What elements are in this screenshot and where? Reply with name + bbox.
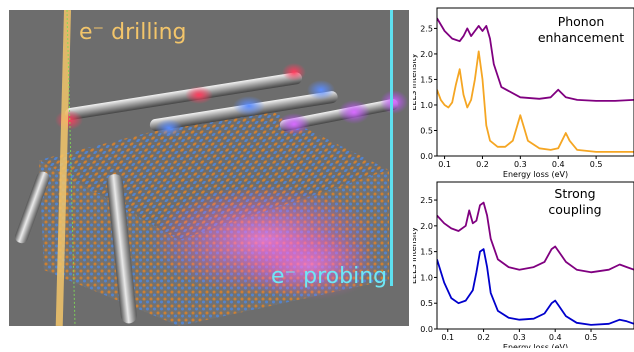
x-tick-label: 0.1 (438, 160, 451, 169)
vertical-hole-rods (15, 171, 137, 324)
y-tick-label: 1.0 (420, 273, 433, 282)
drilling-label: e⁻ drilling (79, 20, 187, 45)
crystal-front-face (39, 160, 179, 326)
x-axis-label: Energy loss (eV) (503, 170, 568, 179)
x-tick-label: 0.4 (549, 333, 562, 342)
probing-beam (390, 10, 393, 286)
x-axis-label: Energy loss (eV) (503, 343, 568, 348)
x-tick-label: 0.2 (476, 160, 489, 169)
drilling-beam (55, 10, 71, 326)
y-tick-label: 2.0 (420, 50, 433, 59)
phonon-glow-core (239, 230, 379, 300)
y-tick-label: 2.5 (420, 196, 433, 205)
strong-coupling-plot: 0.00.51.01.52.02.50.10.20.30.40.50Energy… (409, 181, 634, 352)
y-tick-label: 0.5 (420, 299, 433, 308)
y-tick-label: 1.5 (420, 248, 433, 257)
crystal-top-face (39, 105, 389, 240)
y-tick-label: 1.0 (420, 101, 433, 110)
y-tick-label: 0.0 (420, 325, 433, 334)
chart-title-line: enhancement (538, 30, 624, 45)
plot-frame (436, 7, 634, 157)
x-tick-label: 0.3 (513, 333, 526, 342)
y-tick-label: 1.5 (420, 75, 433, 84)
y-tick-label: 2.5 (420, 24, 433, 33)
chart-title-line: Strong (554, 186, 595, 201)
series-line-0 (437, 201, 634, 274)
crystal-illustration: e⁻ drilling e⁻ probing (15, 10, 408, 326)
strong-coupling-chart: 0.00.51.01.52.02.50.10.20.30.40.50Energy… (409, 176, 634, 352)
probing-label: e⁻ probing (271, 264, 387, 289)
series-line-1 (437, 50, 634, 153)
chart-title-line: coupling (548, 202, 601, 217)
x-tick-label: 0.4 (552, 160, 565, 169)
plot-frame (436, 181, 634, 330)
x-tick-label: 0.5 (590, 160, 603, 169)
series-line-1 (437, 248, 634, 326)
phonon-enhancement-chart: 0.00.51.01.52.02.50.10.20.30.40.50Energy… (409, 0, 634, 180)
y-tick-label: 2.0 (420, 222, 433, 231)
y-tick-label: 0.0 (420, 152, 433, 161)
crystal-render-panel: e⁻ drilling e⁻ probing (9, 10, 409, 326)
phonon-enhancement-plot: 0.00.51.01.52.02.50.10.20.30.40.50Energy… (409, 7, 634, 179)
x-tick-label: 0.5 (585, 333, 598, 342)
x-tick-label: 0.1 (441, 333, 454, 342)
x-tick-label: 0.3 (514, 160, 527, 169)
y-tick-label: 0.5 (420, 126, 433, 135)
y-axis-label: EELS Intensity (413, 227, 418, 284)
y-axis-label: EELS Intensity (413, 53, 418, 110)
chart-title-line: Phonon (558, 14, 605, 29)
x-tick-label: 0.2 (477, 333, 490, 342)
series-line-0 (437, 17, 634, 102)
